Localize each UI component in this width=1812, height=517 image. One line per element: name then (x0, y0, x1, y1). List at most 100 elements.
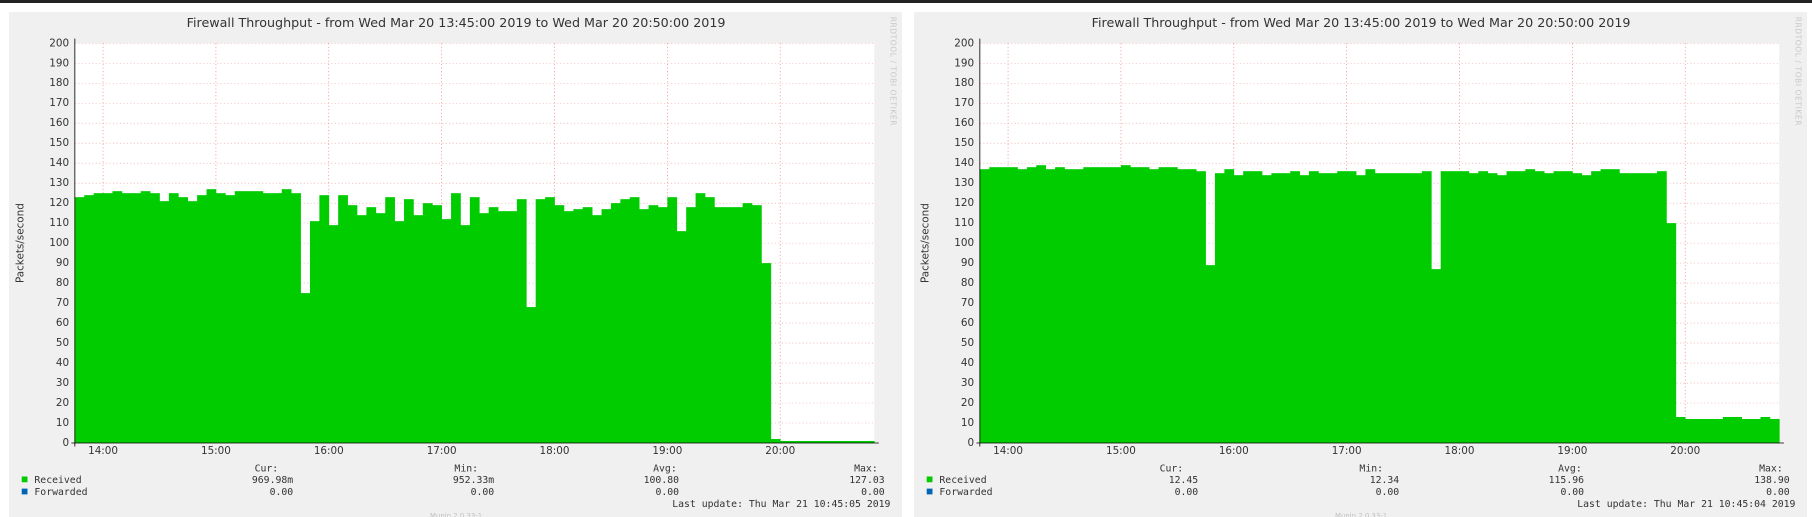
x-tick-label: 14:00 (993, 445, 1023, 457)
x-tick-label: 16:00 (314, 445, 344, 457)
area-step (1186, 169, 1197, 443)
area-step (1083, 167, 1094, 443)
area-step (1421, 171, 1432, 443)
area-step (1515, 171, 1526, 443)
legend-entry: Forwarded (939, 487, 992, 498)
area-step (385, 197, 395, 443)
legend-entry: Received (34, 475, 81, 486)
stat-header: Avg: (653, 463, 677, 474)
area-step (704, 197, 715, 443)
y-tick-label: 60 (56, 317, 69, 329)
area-step (244, 191, 254, 443)
y-tick-label: 70 (56, 297, 69, 309)
area-step (1374, 173, 1385, 443)
watermark: RRDTOOL / TOBI OETIKER (888, 17, 897, 126)
area-step (714, 207, 725, 443)
y-tick-label: 0 (62, 437, 69, 449)
area-step (1459, 171, 1470, 443)
area-step (498, 211, 508, 443)
area-step (1102, 167, 1112, 443)
area-step (620, 199, 631, 443)
area-step (1553, 171, 1564, 443)
stat-value: 127.03 (849, 475, 884, 486)
y-tick-label: 90 (961, 257, 974, 269)
area-step (563, 211, 574, 443)
area-step (1657, 171, 1667, 443)
area-step (262, 193, 273, 443)
area-step (112, 191, 123, 443)
area-step (234, 191, 245, 443)
area-step (1036, 165, 1047, 443)
area-step (601, 209, 612, 443)
area-step (441, 219, 452, 443)
area-step (74, 197, 85, 443)
area-step (1177, 169, 1188, 443)
area-step (1290, 171, 1300, 443)
area-step (1196, 171, 1206, 443)
y-tick-label: 60 (961, 317, 974, 329)
area-step (1139, 167, 1150, 443)
y-tick-label: 200 (49, 37, 69, 49)
area-step (864, 440, 875, 443)
area-step (582, 207, 593, 443)
area-step (460, 225, 471, 443)
x-tick-label: 14:00 (88, 445, 118, 457)
stat-header: Max: (854, 463, 878, 474)
stat-value: 0.00 (655, 487, 679, 498)
x-tick-label: 17:00 (427, 445, 457, 457)
area-step (469, 197, 480, 443)
x-tick-label: 19:00 (1557, 445, 1587, 457)
y-tick-label: 190 (49, 57, 69, 69)
stat-header: Avg: (1558, 463, 1582, 474)
area-step (1450, 171, 1460, 443)
area-step (1685, 419, 1695, 443)
y-tick-label: 80 (961, 277, 974, 289)
chart-title: Firewall Throughput - from Wed Mar 20 13… (187, 15, 726, 30)
area-step (1534, 171, 1545, 443)
area-step (752, 205, 762, 443)
area-step (1252, 171, 1263, 443)
y-tick-label: 180 (49, 77, 69, 89)
area-step (150, 193, 160, 443)
area-step (1412, 173, 1423, 443)
area-step (1741, 419, 1752, 443)
area-step (131, 193, 142, 443)
area-step (535, 199, 546, 443)
area-step (695, 193, 706, 443)
area-step (1130, 167, 1141, 443)
legend-entry: Forwarded (34, 487, 87, 498)
x-tick-label: 19:00 (652, 445, 682, 457)
y-tick-label: 30 (961, 377, 974, 389)
area-step (979, 169, 990, 443)
area-step (733, 207, 743, 443)
area-step (1026, 167, 1037, 443)
area-step (516, 199, 527, 443)
area-step (1299, 175, 1310, 443)
area-step (657, 207, 668, 443)
area-step (1619, 173, 1630, 443)
y-tick-label: 0 (967, 437, 974, 449)
area-step (1760, 417, 1771, 443)
area-step (1167, 167, 1178, 443)
y-tick-label: 30 (56, 377, 69, 389)
area-step (328, 225, 339, 443)
y-tick-label: 80 (56, 277, 69, 289)
x-tick-label: 15:00 (1106, 445, 1136, 457)
area-step (742, 203, 753, 443)
area-step (197, 195, 207, 443)
area-step (84, 195, 95, 443)
area-step (817, 440, 828, 443)
area-step (394, 221, 405, 443)
area-step (1337, 171, 1347, 443)
legend-swatch (21, 476, 28, 483)
stat-header: Cur: (1160, 463, 1184, 474)
stat-header: Min: (1359, 463, 1383, 474)
area-step (1073, 169, 1084, 443)
area-step (1017, 169, 1028, 443)
y-tick-label: 140 (49, 157, 69, 169)
stat-value: 138.90 (1754, 475, 1789, 486)
watermark: RRDTOOL / TOBI OETIKER (1793, 17, 1802, 126)
x-tick-label: 16:00 (1219, 445, 1249, 457)
area-step (272, 193, 283, 443)
area-step (215, 193, 226, 443)
